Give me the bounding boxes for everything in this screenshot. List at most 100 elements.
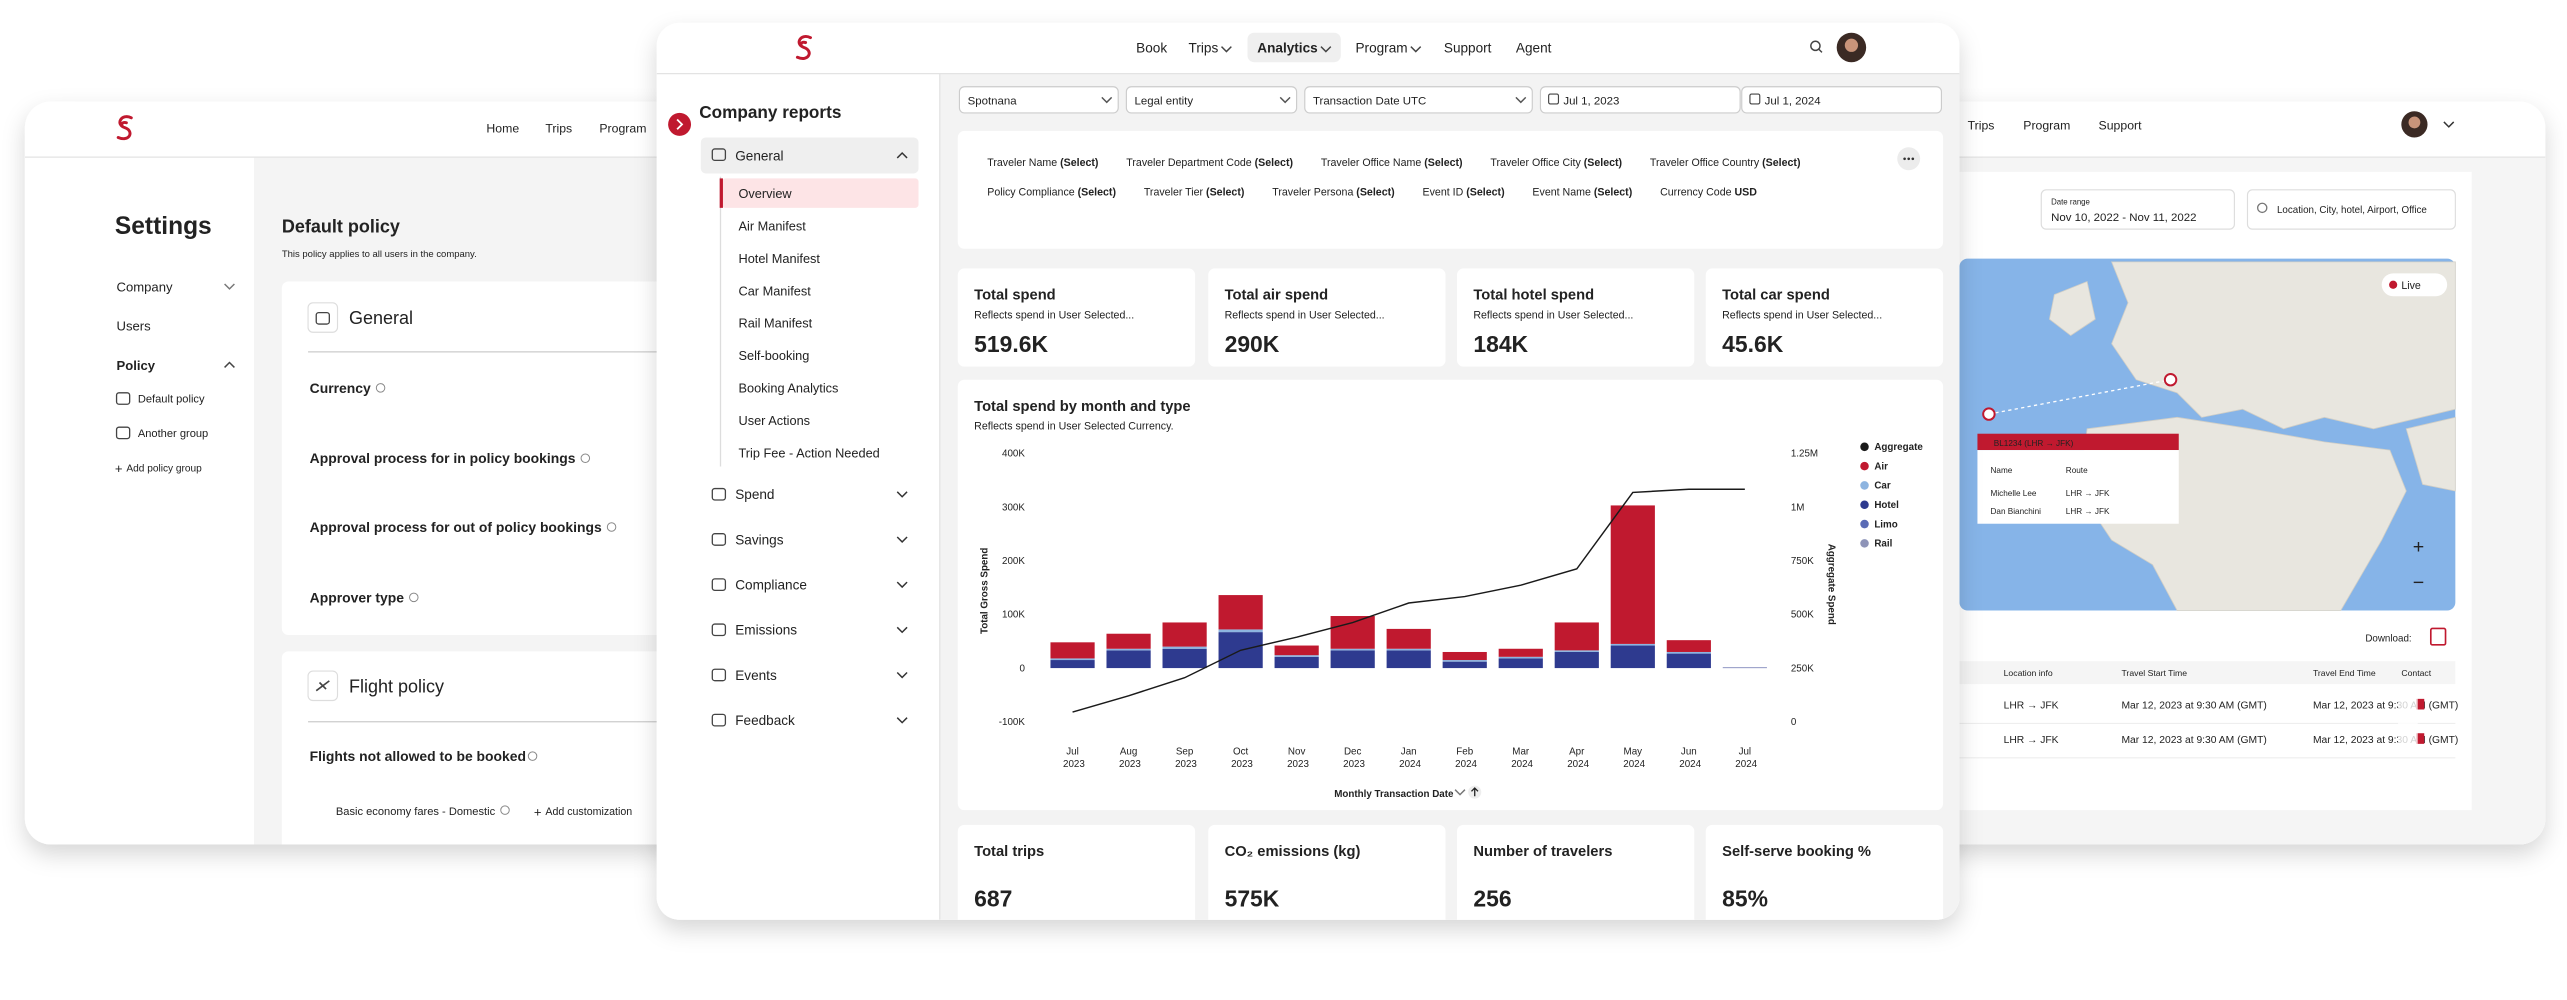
filter-chip[interactable]: Traveler Tier (Select): [1144, 186, 1245, 198]
filter-chip[interactable]: Traveler Persona (Select): [1272, 186, 1395, 198]
popup-cell: LHR → JFK: [2066, 489, 2110, 498]
filter-box[interactable]: [1539, 86, 1741, 114]
nav-link[interactable]: Program: [1356, 40, 1408, 55]
map-marker[interactable]: [2163, 372, 2178, 387]
nav-link[interactable]: Program: [599, 122, 646, 136]
sidebar-link[interactable]: Users: [117, 319, 152, 334]
filter-value: Spotnana: [968, 96, 1018, 108]
download-icon[interactable]: [2429, 627, 2447, 646]
date-range-value: Nov 10, 2022 - Nov 11, 2022: [2051, 212, 2196, 224]
kpi-card: [1705, 824, 1944, 920]
y2-tick-label: 1.25M: [1791, 449, 1818, 460]
table-fade: [2398, 687, 2418, 753]
section-link[interactable]: Spend: [735, 487, 774, 502]
download-label: Download:: [2365, 634, 2411, 645]
report-link[interactable]: Hotel Manifest: [738, 251, 820, 266]
chevron: [896, 717, 908, 724]
policy-group[interactable]: Default policy: [138, 394, 205, 406]
filter-chip[interactable]: Traveler Name (Select): [987, 157, 1099, 169]
nav-link[interactable]: Trips: [545, 122, 572, 136]
icon-box: [307, 302, 339, 333]
filter-box[interactable]: [1125, 86, 1298, 114]
report-link[interactable]: Air Manifest: [738, 218, 806, 233]
sidebar-link[interactable]: Company: [117, 279, 173, 294]
filter-chip[interactable]: Policy Compliance (Select): [987, 186, 1116, 198]
zoom-out[interactable]: −: [2413, 572, 2424, 594]
nav-link[interactable]: Support: [2099, 118, 2143, 132]
report-link[interactable]: Car Manifest: [738, 283, 811, 298]
legend-label: Hotel: [1874, 500, 1899, 511]
add-customization[interactable]: Add customization: [545, 806, 632, 818]
chip-value: (Select): [1356, 186, 1395, 198]
sidebar-link[interactable]: Policy: [117, 358, 156, 373]
report-link[interactable]: User Actions: [738, 413, 810, 428]
section-link[interactable]: Feedback: [735, 713, 795, 728]
kpi-value: 85%: [1722, 886, 1768, 912]
legend-swatch: [1860, 539, 1869, 548]
filter-box[interactable]: [1741, 86, 1943, 114]
chip-label: Traveler Department Code (Select): [1126, 157, 1293, 169]
section-link[interactable]: Compliance: [735, 578, 807, 593]
chip-label: Traveler Persona (Select): [1272, 186, 1395, 198]
legend-label: Rail: [1874, 539, 1892, 550]
filter-value: Legal entity: [1135, 96, 1194, 108]
logo: [116, 115, 133, 141]
section-link[interactable]: Savings: [735, 532, 784, 547]
contact-icon[interactable]: [2416, 733, 2425, 744]
nav-link[interactable]: Analytics: [1257, 40, 1317, 55]
nav-link[interactable]: Program: [2023, 118, 2070, 132]
map-marker[interactable]: [1982, 407, 1996, 421]
report-link[interactable]: Rail Manifest: [738, 316, 812, 331]
nav-link[interactable]: Home: [486, 122, 519, 136]
chip-value: (Select): [1762, 157, 1801, 169]
nav-link[interactable]: Agent: [1516, 40, 1552, 55]
filter-chip[interactable]: Traveler Office Name (Select): [1321, 157, 1463, 169]
collapse-button[interactable]: [668, 112, 692, 136]
chevron: [224, 361, 235, 368]
filter-chip[interactable]: Traveler Office City (Select): [1490, 157, 1622, 169]
search-box[interactable]: [2246, 189, 2456, 230]
table-header-cell: Travel Start Time: [2121, 668, 2187, 678]
kpi-note: Reflects spend in User Selected...: [974, 309, 1134, 321]
date-range[interactable]: [2040, 189, 2235, 230]
report-link[interactable]: Self-booking: [738, 348, 809, 363]
section-link[interactable]: General: [735, 148, 783, 163]
section-link[interactable]: Emissions: [735, 623, 797, 638]
nav-link[interactable]: Trips: [1189, 40, 1219, 55]
card: [281, 281, 708, 636]
filter-chip[interactable]: Currency Code USD: [1660, 186, 1757, 198]
contact-icon[interactable]: [2416, 698, 2425, 710]
filter-chip[interactable]: Traveler Department Code (Select): [1126, 157, 1293, 169]
nav-link[interactable]: Support: [1444, 40, 1492, 55]
chevron: [1515, 96, 1527, 104]
report-link[interactable]: Booking Analytics: [738, 380, 838, 395]
x-tick-label: Jul 2024: [1733, 747, 1758, 770]
popup-cell: LHR → JFK: [2066, 507, 2110, 516]
add-group-link[interactable]: Add policy group: [126, 463, 202, 474]
popup-cell: Michelle Lee: [1991, 489, 2037, 498]
chevron: [896, 491, 908, 498]
report-link[interactable]: Trip Fee - Action Needed: [738, 445, 879, 460]
nav-link[interactable]: Book: [1136, 40, 1167, 55]
x-tick-label: Oct 2023: [1228, 747, 1253, 770]
nav-link[interactable]: Trips: [1968, 118, 1995, 132]
chevron: [896, 151, 908, 159]
field-label: Currency: [310, 380, 371, 396]
zoom-in[interactable]: +: [2413, 536, 2424, 558]
search-icon[interactable]: [1810, 40, 1821, 52]
kpi-title: Self-serve booking %: [1722, 844, 1871, 860]
table-header: [1959, 661, 2456, 685]
filter-box[interactable]: [958, 86, 1119, 114]
policy-group[interactable]: Another group: [138, 428, 208, 440]
filter-chip[interactable]: Event ID (Select): [1423, 186, 1506, 198]
filter-box[interactable]: [1304, 86, 1533, 114]
kpi-title: Total car spend: [1722, 288, 1830, 304]
filter-chip[interactable]: Event Name (Select): [1532, 186, 1632, 198]
field-label: Approver type: [310, 589, 405, 605]
section-link[interactable]: Events: [735, 668, 777, 683]
filter-chip[interactable]: Traveler Office Country (Select): [1650, 157, 1801, 169]
bar-segment: [1610, 643, 1655, 646]
report-link[interactable]: Overview: [738, 186, 792, 201]
sidebar-title: Company reports: [699, 102, 841, 122]
